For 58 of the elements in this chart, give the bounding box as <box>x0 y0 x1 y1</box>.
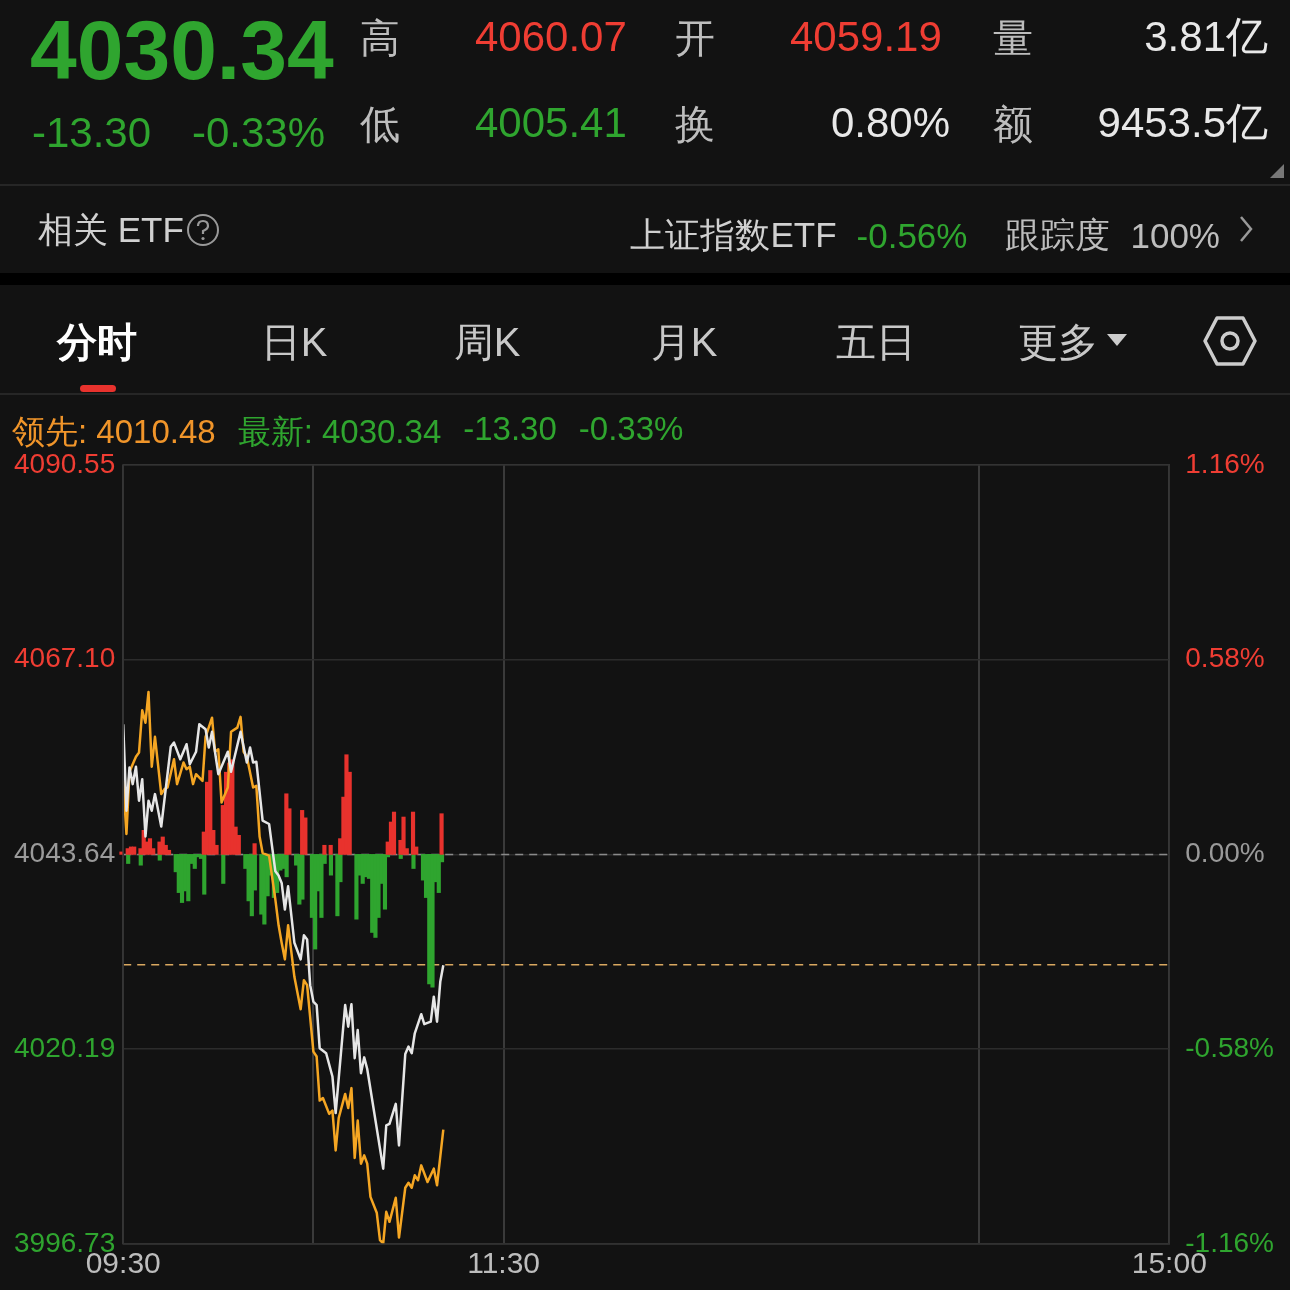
text: 4060.07 <box>475 13 627 60</box>
text: -13.30 <box>463 410 557 449</box>
bar <box>401 816 406 855</box>
bar <box>391 811 397 855</box>
text: 更多 <box>1018 320 1098 364</box>
y2-tick-label: 0.58% <box>1185 642 1265 674</box>
text: -0.33% <box>192 109 326 156</box>
bar <box>436 854 441 893</box>
bar <box>147 838 153 855</box>
text: 换 <box>675 102 715 146</box>
bar <box>411 854 416 869</box>
text: 低 <box>360 102 400 146</box>
bar <box>221 854 226 884</box>
text: 分时 <box>57 320 137 364</box>
text: 周K <box>453 320 521 364</box>
text: 最新: 4030.34 <box>237 412 442 452</box>
text: 额 <box>993 102 1033 146</box>
bar <box>138 854 143 866</box>
bar <box>322 844 327 855</box>
bar <box>202 854 207 895</box>
text: -0.56% <box>856 215 968 256</box>
text: 4059.19 <box>790 13 942 60</box>
y2-tick-label: 1.16% <box>1185 447 1265 479</box>
y-tick-label: 4020.19 <box>13 1031 116 1063</box>
bar <box>192 854 197 869</box>
text: 9453.5亿 <box>1097 99 1268 146</box>
bar <box>328 844 333 855</box>
text: 开 <box>675 16 715 60</box>
text: 0.80% <box>830 99 950 146</box>
text: 100% <box>1130 215 1220 256</box>
text: 高 <box>360 16 400 60</box>
bar <box>186 854 191 902</box>
y2-tick-label: -0.58% <box>1185 1031 1274 1063</box>
bar <box>439 813 444 855</box>
text: 3.81亿 <box>1144 13 1268 60</box>
bar <box>328 854 334 876</box>
text: 月K <box>650 320 718 364</box>
bar <box>284 854 289 878</box>
y-tick-label: 4067.10 <box>13 642 116 674</box>
text: 上证指数ETF <box>630 214 837 256</box>
text: 五日 <box>836 320 916 364</box>
bar <box>382 854 388 910</box>
bar <box>132 846 137 855</box>
text: 4005.41 <box>475 99 627 146</box>
bar <box>166 849 172 855</box>
y-tick-label: 4043.64 <box>13 837 116 869</box>
text: 相关 ETF <box>38 210 184 249</box>
text: -0.33% <box>578 410 684 449</box>
bar <box>319 854 324 918</box>
text: 日K <box>260 320 328 364</box>
bar <box>252 843 257 855</box>
text: 跟踪度 <box>1005 214 1111 256</box>
text: -13.30 <box>32 109 152 156</box>
y2-tick-label: 0.00% <box>1185 837 1265 869</box>
text: 4030.34 <box>30 3 334 97</box>
text: 量 <box>993 16 1033 60</box>
bar <box>410 811 416 855</box>
x-tick-label: 11:30 <box>467 1246 541 1280</box>
